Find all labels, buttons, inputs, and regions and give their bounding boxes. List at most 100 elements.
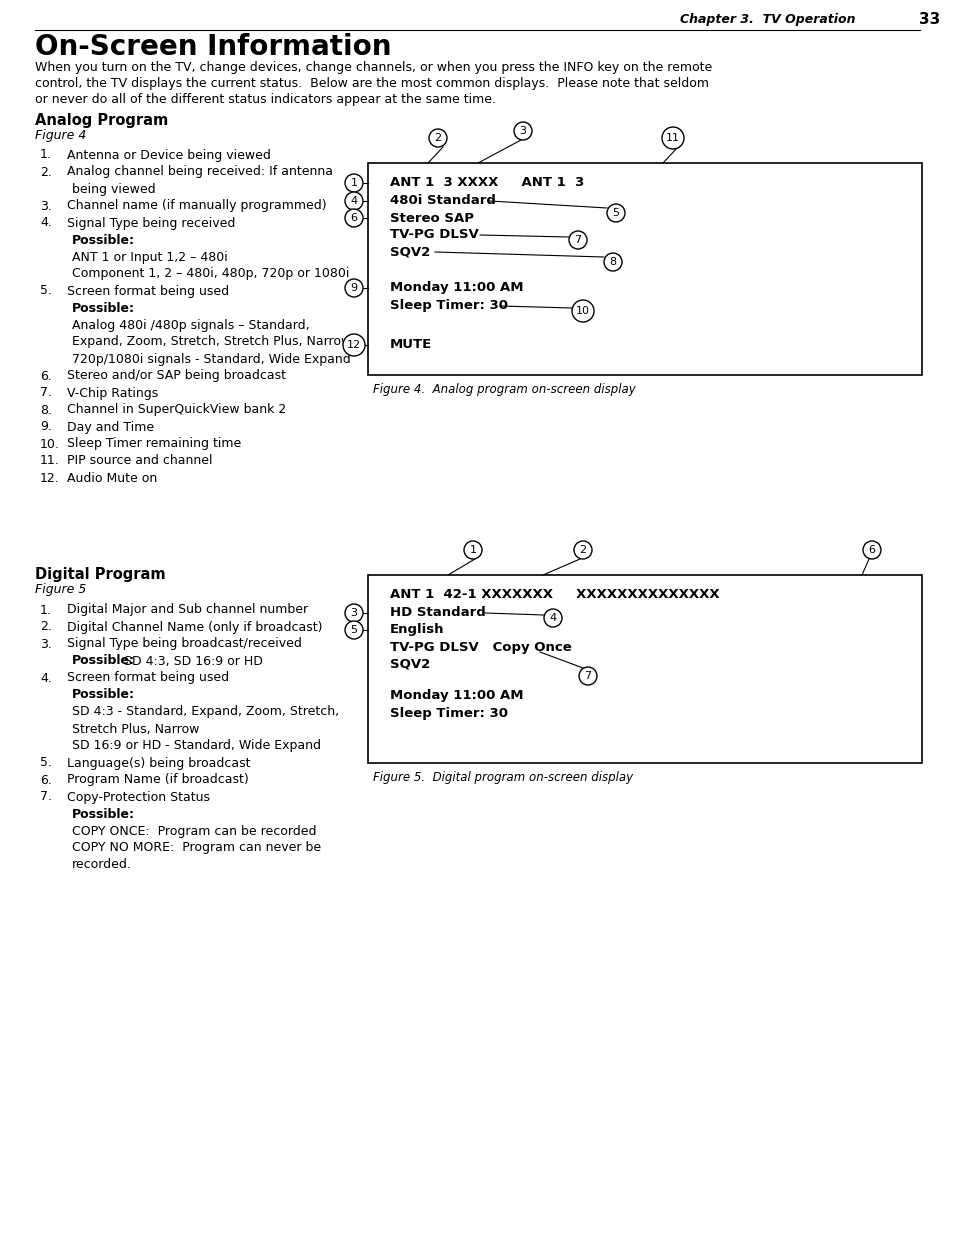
Text: 3: 3 <box>519 126 526 136</box>
Text: Sleep Timer remaining time: Sleep Timer remaining time <box>67 437 241 451</box>
Text: 6: 6 <box>867 545 875 555</box>
Text: ANT 1  3 XXXX     ANT 1  3: ANT 1 3 XXXX ANT 1 3 <box>390 177 583 189</box>
Text: 3.: 3. <box>40 200 51 212</box>
Text: Digital Program: Digital Program <box>35 568 166 583</box>
Text: Possible:: Possible: <box>71 301 135 315</box>
Text: 5: 5 <box>612 207 618 219</box>
Text: Figure 4.  Analog program on-screen display: Figure 4. Analog program on-screen displ… <box>373 384 635 396</box>
Text: 12.: 12. <box>40 472 60 484</box>
Text: SD 16:9 or HD - Standard, Wide Expand: SD 16:9 or HD - Standard, Wide Expand <box>71 740 320 752</box>
Text: TV-PG DLSV   Copy Once: TV-PG DLSV Copy Once <box>390 641 571 653</box>
Text: or never do all of the different status indicators appear at the same time.: or never do all of the different status … <box>35 93 496 105</box>
Text: SD 4:3, SD 16:9 or HD: SD 4:3, SD 16:9 or HD <box>124 655 263 667</box>
Circle shape <box>345 621 363 638</box>
Text: COPY ONCE:  Program can be recorded: COPY ONCE: Program can be recorded <box>71 825 316 837</box>
Text: 7: 7 <box>584 671 591 680</box>
Text: 9: 9 <box>350 283 357 293</box>
Circle shape <box>568 231 586 249</box>
Text: 11.: 11. <box>40 454 60 468</box>
Text: On-Screen Information: On-Screen Information <box>35 33 391 61</box>
Text: 1.: 1. <box>40 148 51 162</box>
Text: recorded.: recorded. <box>71 858 132 872</box>
Text: 4: 4 <box>549 613 556 622</box>
Text: 7.: 7. <box>40 387 52 399</box>
Text: 2: 2 <box>434 133 441 143</box>
Text: Signal Type being received: Signal Type being received <box>67 216 235 230</box>
Text: Possible:: Possible: <box>71 808 135 820</box>
Circle shape <box>572 300 594 322</box>
Text: When you turn on the TV, change devices, change channels, or when you press the : When you turn on the TV, change devices,… <box>35 61 712 74</box>
Text: Sleep Timer: 30: Sleep Timer: 30 <box>390 706 507 720</box>
Text: 33: 33 <box>919 11 940 26</box>
Text: Analog channel being received: If antenna: Analog channel being received: If antenn… <box>67 165 333 179</box>
Text: Digital Channel Name (only if broadcast): Digital Channel Name (only if broadcast) <box>67 620 322 634</box>
Text: MUTE: MUTE <box>390 338 432 352</box>
Text: Figure 4: Figure 4 <box>35 128 87 142</box>
Text: TV-PG DLSV: TV-PG DLSV <box>390 228 478 242</box>
Text: COPY NO MORE:  Program can never be: COPY NO MORE: Program can never be <box>71 841 321 855</box>
Text: ANT 1 or Input 1,2 – 480i: ANT 1 or Input 1,2 – 480i <box>71 251 228 263</box>
Text: 720p/1080i signals - Standard, Wide Expand: 720p/1080i signals - Standard, Wide Expa… <box>71 352 351 366</box>
Circle shape <box>463 541 481 559</box>
Bar <box>368 163 921 375</box>
Circle shape <box>603 253 621 270</box>
Circle shape <box>345 191 363 210</box>
Circle shape <box>862 541 880 559</box>
Text: V-Chip Ratings: V-Chip Ratings <box>67 387 158 399</box>
Text: 10.: 10. <box>40 437 60 451</box>
Text: control, the TV displays the current status.  Below are the most common displays: control, the TV displays the current sta… <box>35 77 708 89</box>
Circle shape <box>429 128 447 147</box>
Text: 10: 10 <box>576 306 589 316</box>
Text: SD 4:3 - Standard, Expand, Zoom, Stretch,: SD 4:3 - Standard, Expand, Zoom, Stretch… <box>71 705 338 719</box>
Circle shape <box>345 209 363 227</box>
Text: PIP source and channel: PIP source and channel <box>67 454 213 468</box>
Text: Chapter 3.  TV Operation: Chapter 3. TV Operation <box>679 12 855 26</box>
Text: Channel in SuperQuickView bank 2: Channel in SuperQuickView bank 2 <box>67 404 286 416</box>
Bar <box>368 576 921 763</box>
Text: 2: 2 <box>578 545 586 555</box>
Text: 4: 4 <box>350 196 357 206</box>
Text: Analog 480i /480p signals – Standard,: Analog 480i /480p signals – Standard, <box>71 319 310 331</box>
Text: ANT 1  42-1 XXXXXXX     XXXXXXXXXXXXXX: ANT 1 42-1 XXXXXXX XXXXXXXXXXXXXX <box>390 589 719 601</box>
Text: Screen format being used: Screen format being used <box>67 672 229 684</box>
Text: 5.: 5. <box>40 284 52 298</box>
Text: 4.: 4. <box>40 216 51 230</box>
Circle shape <box>343 333 365 356</box>
Text: HD Standard: HD Standard <box>390 606 485 620</box>
Text: 5.: 5. <box>40 757 52 769</box>
Circle shape <box>661 127 683 149</box>
Circle shape <box>606 204 624 222</box>
Text: Language(s) being broadcast: Language(s) being broadcast <box>67 757 251 769</box>
Text: Program Name (if broadcast): Program Name (if broadcast) <box>67 773 249 787</box>
Text: 12: 12 <box>347 340 360 350</box>
Text: Figure 5.  Digital program on-screen display: Figure 5. Digital program on-screen disp… <box>373 772 633 784</box>
Text: Component 1, 2 – 480i, 480p, 720p or 1080i: Component 1, 2 – 480i, 480p, 720p or 108… <box>71 268 349 280</box>
Text: 6.: 6. <box>40 773 51 787</box>
Text: Digital Major and Sub channel number: Digital Major and Sub channel number <box>67 604 308 616</box>
Text: Stereo and/or SAP being broadcast: Stereo and/or SAP being broadcast <box>67 369 286 383</box>
Circle shape <box>574 541 592 559</box>
Text: Signal Type being broadcast/received: Signal Type being broadcast/received <box>67 637 301 651</box>
Text: 1.: 1. <box>40 604 51 616</box>
Text: 1: 1 <box>350 178 357 188</box>
Circle shape <box>345 604 363 622</box>
Text: being viewed: being viewed <box>71 183 155 195</box>
Text: Screen format being used: Screen format being used <box>67 284 229 298</box>
Text: 11: 11 <box>665 133 679 143</box>
Text: Possible:: Possible: <box>71 688 135 701</box>
Text: 480i Standard: 480i Standard <box>390 194 496 207</box>
Text: 8.: 8. <box>40 404 52 416</box>
Text: SQV2: SQV2 <box>390 246 430 258</box>
Text: Stretch Plus, Narrow: Stretch Plus, Narrow <box>71 722 199 736</box>
Text: English: English <box>390 624 444 636</box>
Text: 1: 1 <box>469 545 476 555</box>
Text: Stereo SAP: Stereo SAP <box>390 211 474 225</box>
Text: 9.: 9. <box>40 420 51 433</box>
Text: Figure 5: Figure 5 <box>35 583 87 597</box>
Text: 5: 5 <box>350 625 357 635</box>
Text: Expand, Zoom, Stretch, Stretch Plus, Narrow: Expand, Zoom, Stretch, Stretch Plus, Nar… <box>71 336 351 348</box>
Text: Channel name (if manually programmed): Channel name (if manually programmed) <box>67 200 326 212</box>
Text: 6.: 6. <box>40 369 51 383</box>
Text: 4.: 4. <box>40 672 51 684</box>
Text: Day and Time: Day and Time <box>67 420 154 433</box>
